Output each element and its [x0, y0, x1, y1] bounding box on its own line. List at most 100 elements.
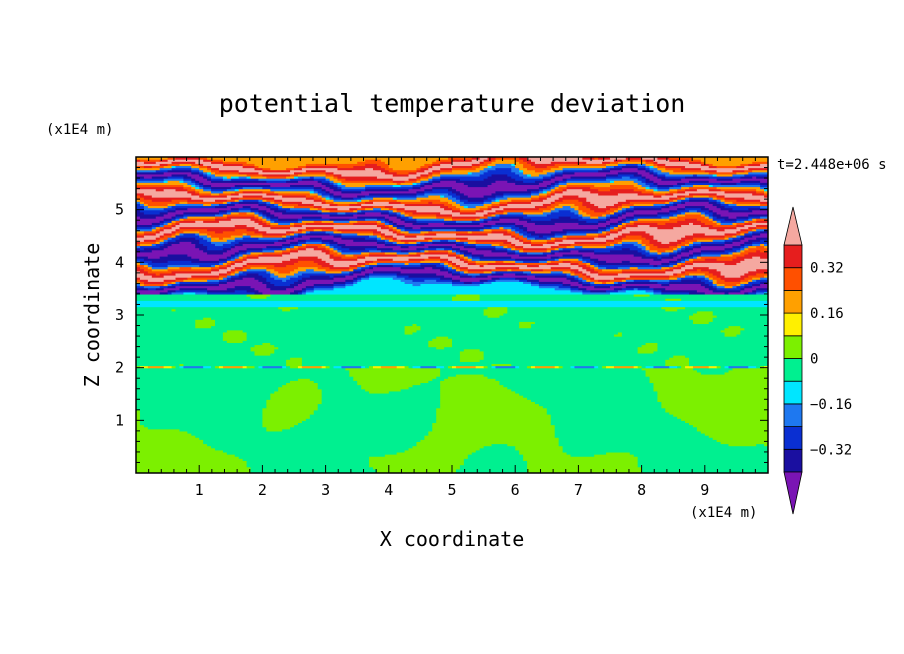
contour-cell [681, 247, 686, 251]
contour-cell [175, 239, 200, 242]
contour-cell [420, 264, 437, 268]
contour-cell [475, 247, 497, 251]
contour-cell [645, 169, 651, 173]
contour-cell [748, 171, 768, 175]
contour-cell [483, 226, 493, 230]
contour-cell [479, 296, 768, 299]
contour-cell [471, 163, 481, 167]
contour-cell [657, 346, 768, 350]
contour-cell [503, 211, 508, 215]
contour-cell [756, 287, 768, 291]
contour-cell [301, 215, 323, 219]
contour-cell [373, 365, 382, 369]
contour-cell [136, 157, 169, 160]
contour-cell [234, 262, 248, 266]
contour-cell [341, 237, 366, 240]
contour-cell [744, 285, 753, 289]
contour-cell [432, 201, 449, 204]
contour-cell [412, 323, 418, 327]
contour-cell [673, 268, 686, 272]
contour-cell [507, 203, 544, 207]
contour-cell [278, 205, 283, 209]
contour-cell [211, 159, 224, 162]
contour-cell [203, 175, 208, 179]
contour-cell [361, 279, 402, 282]
contour-cell [562, 173, 607, 177]
contour-cell [653, 180, 690, 183]
contour-cell [361, 277, 370, 280]
contour-cell [519, 279, 528, 282]
contour-cell [321, 199, 327, 202]
contour-cell [333, 249, 339, 253]
contour-cell [582, 266, 591, 270]
contour-cell [708, 266, 768, 270]
contour-cell [369, 266, 374, 270]
contour-cell [207, 167, 212, 171]
contour-cell [617, 163, 627, 167]
contour-cell [452, 266, 457, 270]
contour-cell [365, 201, 374, 204]
contour-cell [692, 424, 768, 428]
contour-cell [373, 207, 382, 211]
contour-cell [211, 169, 220, 173]
contour-cell [440, 403, 540, 407]
contour-cell [495, 199, 500, 202]
contour-cell [392, 230, 398, 234]
contour-cell [301, 234, 335, 238]
contour-cell [345, 281, 354, 284]
contour-cell [610, 232, 623, 236]
contour-cell [689, 186, 718, 190]
contour-cell [136, 161, 145, 164]
contour-cell [357, 211, 366, 215]
contour-cell [436, 247, 445, 251]
contour-cell [748, 365, 757, 369]
contour-cell [218, 167, 256, 171]
contour-cell [700, 245, 734, 249]
contour-cell [218, 169, 240, 173]
contour-cell [297, 306, 489, 310]
contour-cell [380, 234, 386, 238]
contour-cell [487, 220, 528, 223]
contour-cell [606, 224, 611, 228]
contour-cell [270, 184, 291, 188]
contour-cell [333, 253, 346, 257]
contour-cell [396, 222, 414, 226]
contour-cell [321, 220, 335, 223]
contour-cell [416, 190, 425, 194]
contour-cell [594, 184, 611, 188]
contour-cell [452, 169, 481, 173]
contour-cell [752, 289, 757, 293]
contour-cell [254, 220, 263, 223]
contour-cell [254, 215, 260, 219]
contour-cell [246, 264, 275, 268]
contour-cell [436, 409, 548, 413]
contour-cell [594, 260, 607, 263]
contour-cell [412, 184, 421, 188]
contour-cell [207, 165, 212, 169]
contour-cell [467, 262, 477, 266]
contour-cell [420, 178, 429, 181]
contour-cell [716, 220, 722, 223]
contour-cell [369, 253, 398, 257]
contour-cell [550, 251, 556, 255]
contour-cell [246, 256, 260, 259]
contour-cell [732, 258, 745, 261]
contour-cell [242, 458, 370, 461]
contour-cell [187, 277, 220, 280]
contour-cell [649, 285, 706, 289]
contour-cell [274, 203, 279, 207]
contour-cell [238, 274, 263, 278]
contour-cell [578, 205, 587, 209]
contour-cell [716, 228, 726, 232]
contour-cell [732, 207, 749, 211]
contour-cell [653, 171, 658, 175]
contour-cell [720, 220, 737, 223]
contour-cell [685, 420, 768, 424]
contour-cell [625, 207, 635, 211]
contour-cell [136, 418, 141, 421]
contour-cell [365, 256, 429, 259]
contour-cell [452, 281, 465, 284]
contour-cell [345, 285, 540, 289]
contour-cell [321, 264, 335, 268]
contour-cell [495, 270, 524, 274]
